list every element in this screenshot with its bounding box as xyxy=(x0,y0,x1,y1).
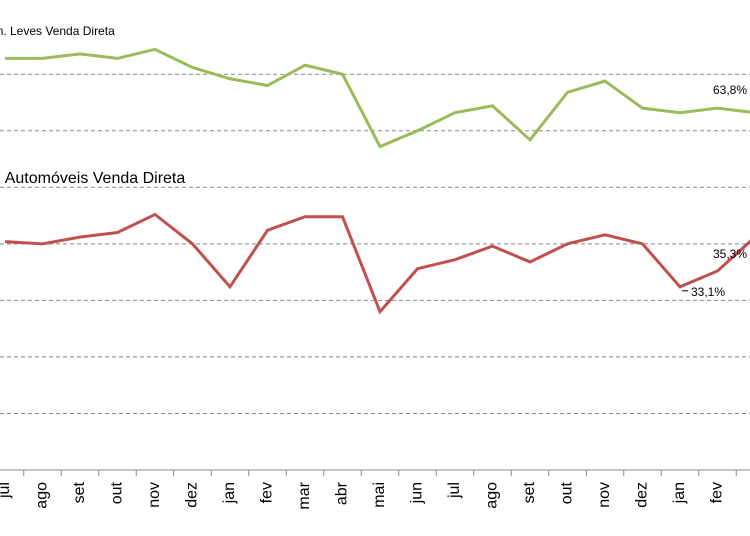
x-tick-label: fev xyxy=(709,482,726,503)
x-tick-label: jul xyxy=(446,482,463,499)
x-tick-label: dez xyxy=(184,482,201,508)
x-tick-label: dez xyxy=(634,482,651,508)
x-tick-label: jul xyxy=(0,482,13,499)
x-tick-label: out xyxy=(559,481,576,504)
data-label: 33,1% xyxy=(691,285,725,299)
series-label: Automóveis Venda Direta xyxy=(4,170,186,187)
x-tick-label: nov xyxy=(146,482,163,508)
x-tick-label: mai xyxy=(371,482,388,508)
x-tick-label: out xyxy=(109,481,126,504)
x-tick-label: jan xyxy=(671,482,688,504)
data-label: 35,3% xyxy=(713,247,747,261)
x-tick-label: set xyxy=(71,481,88,503)
x-tick-label: ago xyxy=(34,482,51,509)
x-tick-label: jan xyxy=(221,482,238,504)
series-line xyxy=(4,212,750,315)
x-tick-label: mar xyxy=(296,481,313,509)
x-tick-label: abr xyxy=(334,481,351,505)
x-tick-label: ago xyxy=(484,482,501,509)
x-tick-label: mar xyxy=(746,481,750,509)
series-label: Com. Leves Venda Direta xyxy=(0,24,115,38)
x-tick-label: nov xyxy=(596,482,613,508)
x-tick-label: set xyxy=(521,481,538,503)
x-tick-label: jun xyxy=(409,482,426,504)
x-tick-label: fev xyxy=(259,482,276,503)
series-line xyxy=(5,47,750,149)
data-label: 63,8% xyxy=(713,83,747,97)
